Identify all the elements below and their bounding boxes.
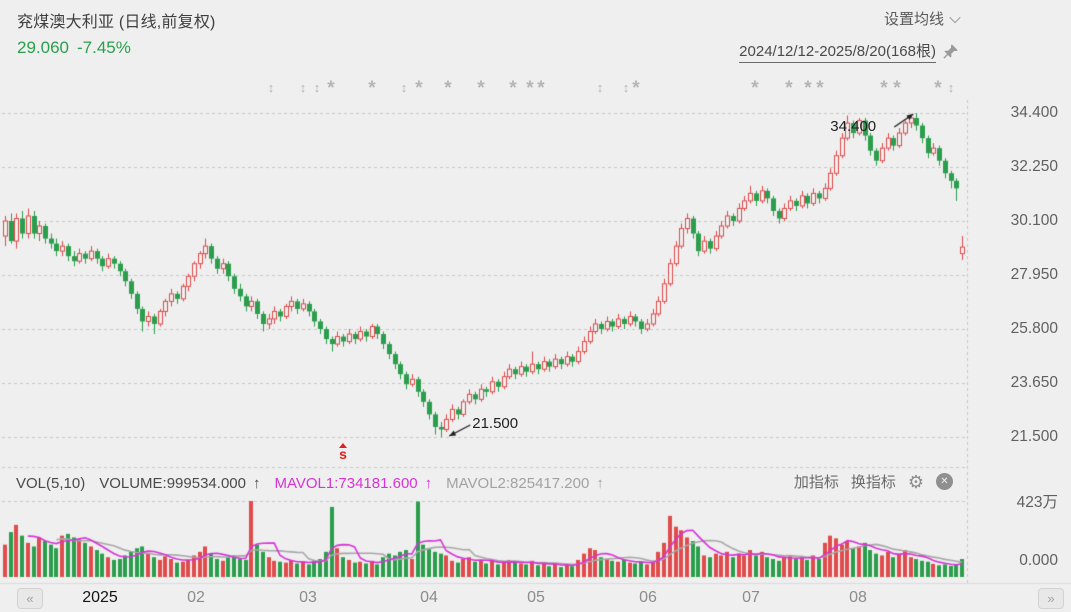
signal-triangle-icon bbox=[339, 443, 348, 448]
volume-tick-label: 423万 bbox=[1016, 494, 1058, 511]
switch-indicator-button[interactable]: 换指标 bbox=[850, 474, 896, 491]
scroll-right-button[interactable]: » bbox=[1038, 588, 1064, 609]
dividend-event-icon[interactable]: * bbox=[444, 78, 452, 99]
dividend-event-icon[interactable]: * bbox=[632, 78, 640, 99]
volume-tick-label: 0.000 bbox=[1019, 552, 1058, 569]
dividend-event-icon[interactable]: * bbox=[327, 78, 335, 99]
mavol1-up-arrow-icon: ↑ bbox=[424, 474, 433, 492]
x-axis-label-2025: 2025 bbox=[82, 589, 118, 606]
event-marker-row: ↕ ↕ ↕ * * ↕ * * * * * * ↕ ↕ * * * * * * * * ↕ bbox=[0, 78, 967, 99]
date-range-link[interactable]: 2024/12/12-2025/8/20(168根) bbox=[739, 40, 936, 63]
ma-settings-button[interactable]: 设置均线 bbox=[883, 8, 961, 29]
gear-icon[interactable]: ⚙ bbox=[907, 471, 924, 492]
period-high-annotation: 34.400 bbox=[830, 118, 877, 135]
mavol2-value: MAVOL2:825417.200 bbox=[446, 474, 590, 492]
announcement-event-icon[interactable]: ↕ bbox=[299, 80, 307, 95]
mavol1-value: MAVOL1:734181.600 bbox=[274, 474, 418, 492]
announcement-event-icon[interactable]: ↕ bbox=[622, 80, 630, 95]
x-axis: « 2025 02 03 04 05 06 07 08 » bbox=[0, 584, 1071, 612]
last-price: 29.060 bbox=[17, 38, 69, 57]
pin-icon[interactable] bbox=[942, 43, 959, 60]
x-axis-label-03: 03 bbox=[299, 589, 317, 606]
add-indicator-button[interactable]: 加指标 bbox=[793, 474, 839, 491]
scroll-left-button[interactable]: « bbox=[17, 588, 43, 609]
dividend-event-icon[interactable]: * bbox=[816, 78, 824, 99]
chevron-down-icon bbox=[949, 11, 961, 23]
volume-toolbar: 加指标 换指标 ⚙ ✕ bbox=[794, 471, 953, 492]
dividend-event-icon[interactable]: * bbox=[804, 78, 812, 99]
announcement-event-icon[interactable]: ↕ bbox=[400, 80, 408, 95]
page-title: 兖煤澳大利亚 (日线,前复权) bbox=[17, 14, 216, 31]
dividend-event-icon[interactable]: * bbox=[893, 78, 901, 99]
ma-settings-label: 设置均线 bbox=[883, 11, 944, 28]
x-axis-label-05: 05 bbox=[527, 589, 545, 606]
x-axis-label-02: 02 bbox=[187, 589, 205, 606]
price-tick-label: 32.250 bbox=[1010, 158, 1058, 175]
price-tick-label: 25.800 bbox=[1010, 320, 1058, 337]
close-icon[interactable]: ✕ bbox=[936, 473, 953, 490]
x-axis-label-04: 04 bbox=[420, 589, 438, 606]
quote-line: 29.060 -7.45% bbox=[17, 38, 131, 58]
dividend-event-icon[interactable]: * bbox=[537, 78, 545, 99]
price-tick-label: 27.950 bbox=[1010, 266, 1058, 283]
dividend-event-icon[interactable]: * bbox=[751, 78, 759, 99]
dividend-event-icon[interactable]: * bbox=[477, 78, 485, 99]
volume-up-arrow-icon: ↑ bbox=[252, 474, 261, 492]
volume-value: VOLUME:999534.000 bbox=[99, 474, 246, 492]
announcement-event-icon[interactable]: ↕ bbox=[947, 80, 955, 95]
dividend-event-icon[interactable]: * bbox=[785, 78, 793, 99]
price-tick-label: 30.100 bbox=[1010, 212, 1058, 229]
price-tick-label: 34.400 bbox=[1010, 104, 1058, 121]
announcement-event-icon[interactable]: ↕ bbox=[313, 80, 321, 95]
price-tick-label: 23.650 bbox=[1010, 374, 1058, 391]
signal-letter: s bbox=[339, 446, 347, 462]
dividend-event-icon[interactable]: * bbox=[934, 78, 942, 99]
x-axis-label-08: 08 bbox=[849, 589, 867, 606]
x-axis-label-07: 07 bbox=[742, 589, 760, 606]
period-low-annotation: 21.500 bbox=[472, 415, 519, 432]
announcement-event-icon[interactable]: ↕ bbox=[596, 80, 604, 95]
dividend-event-icon[interactable]: * bbox=[526, 78, 534, 99]
dividend-event-icon[interactable]: * bbox=[368, 78, 376, 99]
vol-indicator-label[interactable]: VOL(5,10) bbox=[16, 474, 86, 492]
change-percent: -7.45% bbox=[77, 38, 131, 57]
dividend-event-icon[interactable]: * bbox=[509, 78, 517, 99]
announcement-event-icon[interactable]: ↕ bbox=[267, 80, 275, 95]
mavol2-up-arrow-icon: ↑ bbox=[596, 474, 604, 492]
dividend-event-icon[interactable]: * bbox=[880, 78, 888, 99]
date-range-wrap: 2024/12/12-2025/8/20(168根) bbox=[739, 40, 959, 63]
sell-signal-marker[interactable]: s bbox=[336, 443, 350, 462]
x-axis-label-06: 06 bbox=[639, 589, 657, 606]
dividend-event-icon[interactable]: * bbox=[415, 78, 423, 99]
volume-legend: VOL(5,10) VOLUME:999534.000 ↑ MAVOL1:734… bbox=[16, 472, 604, 494]
price-tick-label: 21.500 bbox=[1010, 428, 1058, 445]
